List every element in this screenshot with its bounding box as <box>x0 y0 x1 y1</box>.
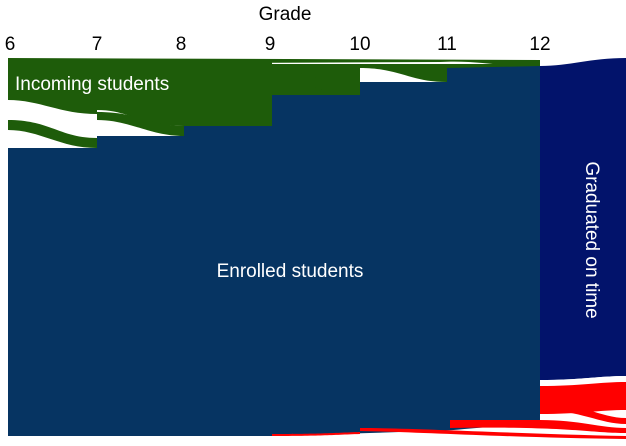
flow <box>8 120 97 148</box>
grade-label: 11 <box>437 34 457 55</box>
incoming-label: Incoming students <box>15 74 169 95</box>
grade-label: 10 <box>349 34 370 55</box>
grade-label: 8 <box>176 34 187 55</box>
grade-label: 9 <box>265 34 276 55</box>
flow <box>272 432 360 436</box>
flow <box>8 60 272 127</box>
dropout-flows <box>272 376 626 439</box>
axis-title: Grade <box>259 4 312 25</box>
enrolled-block <box>8 66 540 436</box>
enrolled-label: Enrolled students <box>217 261 364 282</box>
flow <box>450 420 626 433</box>
graduated-label: Graduated on time <box>581 161 602 318</box>
flow <box>540 402 626 424</box>
flow <box>540 376 626 386</box>
incoming-flows <box>8 58 540 148</box>
flow <box>360 428 626 439</box>
flow <box>272 70 360 95</box>
flow <box>97 112 184 136</box>
graduated-block <box>540 58 626 380</box>
grade-label: 6 <box>5 34 16 55</box>
grade-label: 12 <box>529 34 550 55</box>
grade-label: 7 <box>92 34 103 55</box>
grade-labels: 6 7 8 9 10 11 12 <box>5 34 551 55</box>
